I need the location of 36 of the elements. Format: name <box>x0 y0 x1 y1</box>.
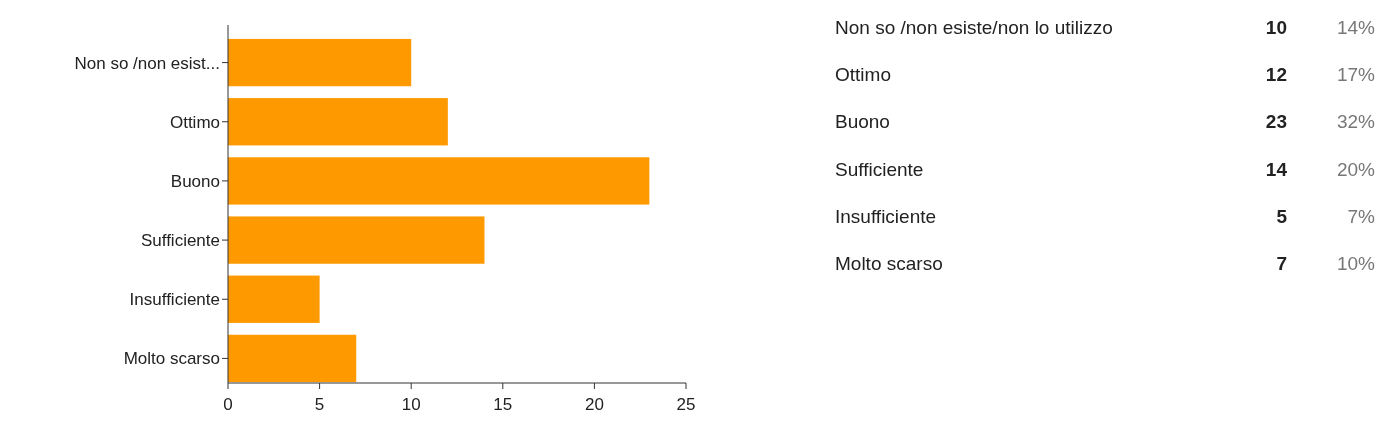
bar <box>228 216 485 264</box>
data-label: 7 <box>1276 253 1287 274</box>
category-label: Non so /non esiste/non lo utilizzo <box>835 17 1113 38</box>
category-label: Insufficiente <box>835 205 937 227</box>
data-label: 20% <box>1336 158 1376 180</box>
y-tick-label: Ottimo <box>169 112 220 132</box>
data-label: 14 <box>1265 158 1288 180</box>
y-tick-label: Buono <box>170 171 220 191</box>
x-tick-label: 25 <box>676 395 696 414</box>
data-label: 23 <box>1265 111 1287 133</box>
data-label: 32% <box>1336 111 1376 133</box>
bar <box>228 38 412 87</box>
y-tick-label: Insufficiente <box>129 290 220 310</box>
data-label: 10% <box>1336 253 1376 274</box>
x-tick-label: 10 <box>401 395 421 414</box>
y-tick-label: Molto scarso <box>123 349 220 369</box>
category-label: Ottimo <box>835 64 891 86</box>
x-tick-label: 5 <box>314 395 325 414</box>
data-label: 5 <box>1276 205 1288 227</box>
data-label: 7% <box>1347 205 1376 227</box>
data-label: 14% <box>1336 17 1376 38</box>
bar <box>228 98 448 146</box>
bar <box>228 275 320 323</box>
x-tick-label: 20 <box>584 395 604 414</box>
bar <box>228 334 357 383</box>
data-label: 12 <box>1265 64 1287 86</box>
y-tick-label: Sufficiente <box>140 231 220 251</box>
category-label: Molto scarso <box>835 253 943 274</box>
data-label: 17% <box>1336 64 1376 86</box>
category-label: Buono <box>835 111 890 133</box>
x-tick-label: 0 <box>223 395 233 414</box>
bar <box>228 157 650 205</box>
category-label: Sufficiente <box>835 158 924 180</box>
y-tick-label: Non so /non esist... <box>74 53 220 73</box>
data-label: 10 <box>1265 17 1287 38</box>
x-tick-label: 15 <box>493 395 513 414</box>
